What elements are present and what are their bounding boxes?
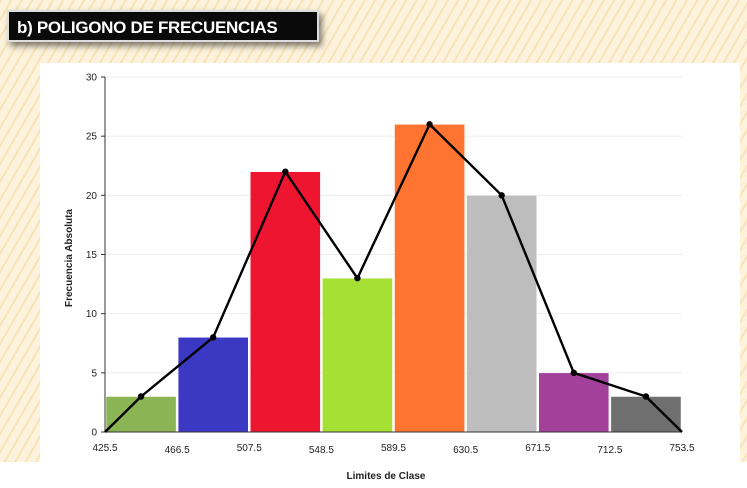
- y-tick-label: 10: [86, 309, 98, 320]
- histogram-bar: [322, 277, 393, 433]
- x-tick-label: 548.5: [309, 445, 334, 456]
- polygon-point: [137, 393, 145, 400]
- y-axis-title: Frecuencia Absoluta: [64, 209, 75, 307]
- x-tick-label: 753.5: [669, 443, 694, 454]
- slide-title: b) POLIGONO DE FRECUENCIAS: [7, 10, 319, 42]
- x-axis-title: Limites de Clase: [347, 471, 426, 482]
- x-tick-labels: 425.5 466.5 507.5 548.5 589.5 630.5 671.5 712.5…: [92, 443, 694, 456]
- polygon-point: [209, 334, 217, 341]
- y-tick-label: 30: [86, 73, 98, 84]
- polygon-point: [426, 121, 433, 128]
- y-tick-label: 25: [86, 132, 98, 143]
- y-tick-labels: 0 5 10 15 20 25 30: [86, 73, 98, 439]
- y-tick-label: 15: [86, 250, 98, 261]
- histogram-bar: [250, 171, 321, 433]
- x-tick-label: 507.5: [237, 443, 262, 454]
- y-tick-label: 5: [91, 368, 97, 379]
- histogram-bars: [105, 124, 682, 433]
- histogram-bar: [610, 396, 682, 433]
- polygon-point: [570, 369, 578, 377]
- polygon-point: [282, 168, 289, 175]
- y-tick-label: 20: [86, 191, 98, 202]
- polygon-line-path: [104, 123, 683, 433]
- axes: [101, 76, 682, 433]
- x-tick-label: 712.5: [597, 445, 622, 456]
- histogram-bar: [177, 337, 249, 433]
- x-tick-label: 630.5: [453, 445, 478, 456]
- x-tick-label: 425.5: [92, 443, 117, 454]
- histogram-bar: [466, 195, 537, 433]
- polygon-point: [498, 192, 505, 199]
- x-tick-label: 589.5: [381, 443, 406, 454]
- histogram-bar: [394, 124, 465, 433]
- polygon-point: [642, 393, 650, 400]
- y-tick-label: 0: [91, 428, 97, 439]
- bottom-strip: [0, 462, 747, 488]
- gridlines: [105, 76, 682, 374]
- x-tick-label: 466.5: [165, 445, 190, 456]
- x-tick-label: 671.5: [525, 443, 550, 454]
- histogram-bar: [105, 396, 177, 433]
- polygon-point: [354, 274, 361, 282]
- polygon-line: [104, 121, 683, 433]
